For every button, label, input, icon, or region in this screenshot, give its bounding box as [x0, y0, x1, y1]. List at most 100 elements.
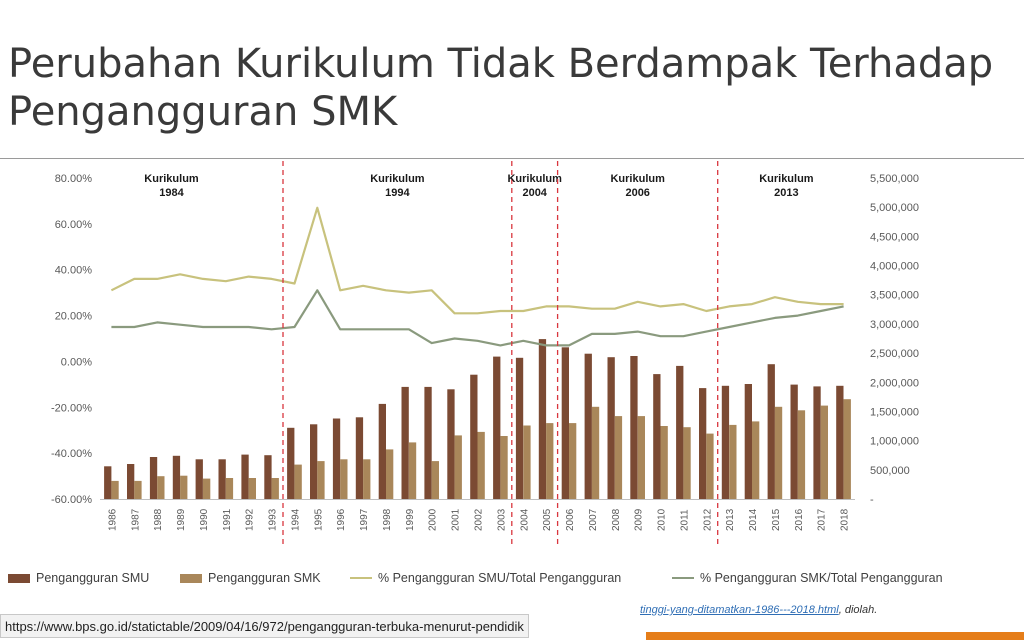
bar-smu: [721, 385, 730, 499]
x-tick-label: 2017: [817, 508, 828, 531]
bar-smk: [729, 424, 737, 499]
legend-label-smu: Pengangguran SMU: [36, 571, 150, 585]
bar-smk: [225, 478, 234, 499]
bar-smk: [340, 459, 348, 499]
curriculum-label: 1984: [159, 187, 184, 199]
bar-smk: [843, 399, 851, 499]
bar-smu: [836, 385, 844, 499]
legend-line-pct-smk: [672, 577, 694, 579]
y-right-tick-label: 2,000,000: [870, 377, 919, 389]
legend-item-pct-smk: % Pengangguran SMK/Total Pengangguran: [672, 568, 943, 588]
y-right-tick-label: 3,000,000: [870, 319, 919, 331]
line-pct-smk: [111, 289, 844, 347]
legend-label-pct-smk: % Pengangguran SMK/Total Pengangguran: [700, 571, 943, 585]
bar-smu: [767, 364, 775, 499]
bar-series-layer: [104, 339, 851, 499]
bar-smu: [401, 386, 409, 499]
bar-smu: [515, 357, 524, 499]
y-right-tick-label: 2,500,000: [870, 348, 919, 360]
bar-smu: [195, 459, 203, 499]
title-divider: [0, 158, 1024, 159]
bar-smk: [706, 433, 714, 499]
x-tick-label: 2013: [725, 508, 736, 531]
x-tick-label: 2008: [611, 508, 622, 531]
bar-smu: [653, 374, 661, 499]
x-tick-label: 1989: [176, 508, 187, 531]
y-right-tick-label: 1,000,000: [870, 436, 919, 448]
x-tick-label: 2006: [565, 508, 576, 531]
bar-smk: [637, 416, 645, 499]
y-right-tick-label: 4,500,000: [870, 231, 919, 243]
bar-smk: [683, 427, 691, 499]
x-tick-label: 1990: [199, 508, 210, 531]
bar-smu: [355, 417, 364, 499]
bar-smu: [310, 424, 318, 499]
bar-smk: [752, 421, 760, 499]
bar-smk: [454, 435, 462, 499]
x-tick-label: 2014: [748, 508, 759, 531]
y-axis-right: 5,500,000 5,000,000 4,500,000 4,000,000 3,50…: [870, 173, 919, 506]
x-tick-label: 1995: [313, 508, 324, 531]
bar-smk: [546, 423, 554, 499]
bar-smk: [248, 478, 256, 499]
y-left-tick-label: 60.00%: [55, 219, 93, 231]
bar-smu: [584, 353, 592, 499]
y-right-tick-label: 5,000,000: [870, 202, 919, 214]
x-tick-label: 2016: [794, 508, 805, 531]
x-tick-label: 1997: [359, 508, 370, 531]
bar-smk: [477, 431, 485, 499]
y-right-tick-label: 3,500,000: [870, 290, 919, 302]
y-right-tick-label: 4,000,000: [870, 261, 919, 273]
legend-label-pct-smu: % Pengangguran SMU/Total Pengangguran: [378, 571, 622, 585]
bar-smu: [424, 386, 432, 499]
x-tick-label: 1991: [222, 508, 233, 531]
bar-smk: [203, 478, 211, 499]
legend-item-smk: Pengangguran SMK: [180, 568, 321, 588]
bar-smu: [790, 384, 798, 499]
x-tick-label: 2007: [588, 508, 599, 531]
bar-smu: [470, 374, 478, 499]
y-right-tick-label: 5,500,000: [870, 173, 919, 185]
x-tick-label: 1986: [107, 508, 118, 531]
bar-smk: [500, 436, 508, 499]
x-tick-label: 2011: [679, 509, 690, 531]
bar-smu: [676, 365, 684, 499]
curriculum-label: 2006: [625, 187, 649, 199]
x-axis: 1986 1987 1988 1989 1990 1991 1992 1993 1994 1995…: [100, 499, 855, 531]
bar-smk: [797, 410, 806, 499]
x-tick-label: 1993: [268, 508, 279, 531]
y-left-tick-label: -40.00%: [51, 448, 92, 460]
status-bar-url: https://www.bps.go.id/statictable/2009/0…: [0, 614, 529, 638]
curriculum-label: Kurikulum: [507, 173, 562, 185]
source-link[interactable]: tinggi-yang-ditamatkan-1986---2018.html: [640, 604, 839, 616]
y-axis-left: 80.00% 60.00% 40.00% 20.00% 0.00% -20.00% -40.…: [51, 173, 92, 506]
x-tick-label: 2012: [702, 508, 713, 531]
curriculum-label: Kurikulum: [759, 173, 814, 185]
bar-smk: [820, 405, 828, 499]
slide-title: Perubahan Kurikulum Tidak Berdampak Terh…: [8, 41, 994, 135]
y-left-tick-label: -60.00%: [51, 494, 92, 506]
bar-smk: [569, 423, 577, 499]
bar-smk: [431, 461, 439, 499]
legend-item-smu: Pengangguran SMU: [8, 568, 149, 588]
x-tick-label: 1996: [336, 508, 347, 531]
legend-label-smk: Pengangguran SMK: [208, 571, 321, 585]
source-note: tinggi-yang-ditamatkan-1986---2018.html,…: [640, 604, 877, 616]
bar-smk: [271, 478, 279, 499]
bar-smu: [218, 459, 226, 499]
bar-smu: [127, 464, 135, 499]
bar-smu: [630, 356, 638, 499]
curriculum-label: Kurikulum: [610, 173, 665, 185]
y-left-tick-label: 40.00%: [55, 265, 93, 277]
bar-smu: [493, 356, 501, 499]
bar-smk: [317, 461, 325, 499]
unemployment-chart: 80.00% 60.00% 40.00% 20.00% 0.00% -20.00% -40.…: [51, 160, 919, 545]
source-suffix: , diolah.: [838, 604, 878, 616]
x-tick-label: 2004: [519, 508, 530, 531]
curriculum-label: 2013: [774, 187, 798, 199]
curriculum-label: Kurikulum: [370, 173, 425, 185]
bar-smk: [408, 442, 417, 499]
x-tick-label: 1994: [291, 508, 302, 531]
x-tick-label: 2003: [496, 508, 507, 531]
bar-smu: [378, 403, 386, 499]
